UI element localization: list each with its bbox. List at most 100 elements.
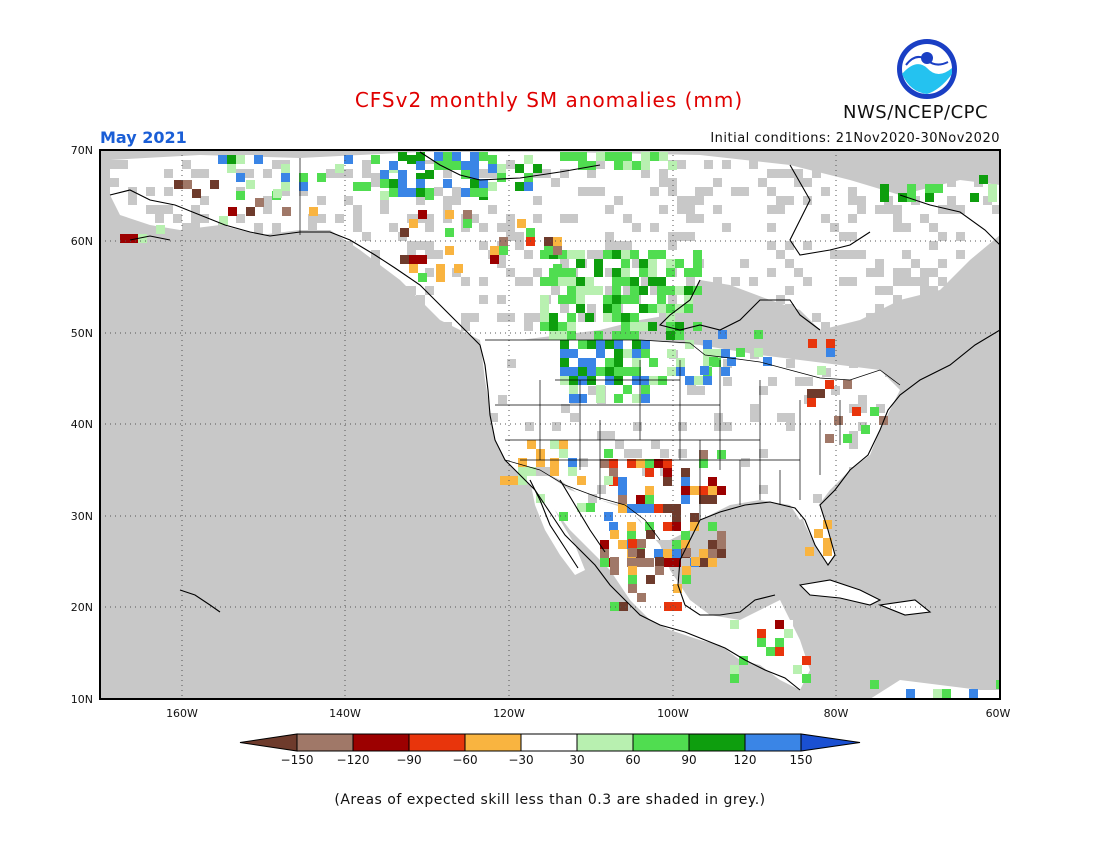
anomaly-cell <box>443 214 452 223</box>
anomaly-cell <box>632 367 641 376</box>
anomaly-cell <box>524 182 533 191</box>
anomaly-cell <box>497 241 506 250</box>
anomaly-cell <box>317 196 326 205</box>
anomaly-cell <box>191 214 200 223</box>
anomaly-cell <box>933 689 942 698</box>
anomaly-cell <box>560 169 569 178</box>
anomaly-cell <box>668 295 677 304</box>
anomaly-cell <box>344 196 353 205</box>
anomaly-cell <box>621 277 630 286</box>
anomaly-cell <box>579 458 588 467</box>
anomaly-cell <box>632 376 641 385</box>
color-legend: −150 −120 −90 −60 −30 30 60 90 120 150 <box>239 733 861 767</box>
anomaly-cell <box>695 187 704 196</box>
anomaly-cell <box>182 241 191 250</box>
anomaly-cell <box>703 367 712 376</box>
anomaly-cell <box>677 160 686 169</box>
political-borders <box>299 158 901 541</box>
anomaly-cell <box>597 386 606 395</box>
anomaly-cell <box>335 214 344 223</box>
anomaly-cell <box>793 665 802 674</box>
anomaly-cell <box>885 458 894 467</box>
anomaly-cell <box>830 250 839 259</box>
anomaly-cell <box>488 169 497 178</box>
anomaly-cell <box>400 228 409 237</box>
anomaly-cell <box>533 196 542 205</box>
anomaly-cell <box>875 268 884 277</box>
anomaly-cell <box>646 530 655 539</box>
anomaly-cell <box>191 250 200 259</box>
anomaly-cell <box>703 358 712 367</box>
anomaly-cell <box>527 467 536 476</box>
anomaly-cell <box>983 268 992 277</box>
anomaly-cell <box>884 286 893 295</box>
anomaly-cell <box>553 237 562 246</box>
anomaly-cell <box>767 268 776 277</box>
anomaly-cell <box>686 205 695 214</box>
anomaly-cell <box>911 322 920 331</box>
anomaly-cell <box>281 173 290 182</box>
anomaly-cell <box>970 193 979 202</box>
anomaly-cell <box>500 476 509 485</box>
anomaly-cell <box>443 160 452 169</box>
anomaly-cell <box>686 277 695 286</box>
anomaly-cell <box>920 268 929 277</box>
anomaly-cell <box>558 268 567 277</box>
anomaly-cell <box>569 268 578 277</box>
anomaly-cell <box>657 277 666 286</box>
anomaly-cell <box>956 286 965 295</box>
anomaly-cell <box>682 548 691 557</box>
anomaly-cell <box>693 268 702 277</box>
anomaly-cell <box>803 241 812 250</box>
anomaly-cell <box>344 169 353 178</box>
anomaly-cell <box>630 322 639 331</box>
anomaly-cell <box>749 160 758 169</box>
anomaly-cell <box>628 575 637 584</box>
anomaly-cell <box>164 205 173 214</box>
anomaly-cell <box>218 182 227 191</box>
anomaly-cell <box>920 313 929 322</box>
anomaly-cell <box>407 286 416 295</box>
anomaly-cell <box>641 169 650 178</box>
anomaly-cell <box>416 188 425 197</box>
anomaly-cell <box>200 214 209 223</box>
anomaly-cell <box>666 268 675 277</box>
anomaly-cell <box>585 277 594 286</box>
anomaly-cell <box>443 322 452 331</box>
anomaly-cell <box>618 486 627 495</box>
anomaly-cell <box>861 425 870 434</box>
anomaly-cell <box>612 313 621 322</box>
anomaly-cell <box>654 504 663 513</box>
anomaly-cell <box>776 169 785 178</box>
anomaly-cell <box>227 155 236 164</box>
anomaly-cell <box>630 313 639 322</box>
anomaly-cell <box>436 273 445 282</box>
anomaly-cell <box>362 232 371 241</box>
anomaly-cell <box>371 250 380 259</box>
anomaly-cell <box>675 322 684 331</box>
anomaly-cell <box>672 558 681 567</box>
anomaly-cell <box>227 322 236 331</box>
anomaly-cell <box>776 196 785 205</box>
anomaly-cell <box>317 277 326 286</box>
anomaly-cell <box>434 152 443 161</box>
anomaly-cell <box>596 349 605 358</box>
anomaly-cell <box>630 277 639 286</box>
anomaly-cell <box>767 187 776 196</box>
anomaly-cell <box>648 268 657 277</box>
anomaly-cell <box>568 467 577 476</box>
anomaly-cell <box>380 295 389 304</box>
anomaly-cell <box>227 241 236 250</box>
anomaly-cell <box>119 160 128 169</box>
anomaly-cell <box>754 348 763 357</box>
anomaly-cell <box>515 182 524 191</box>
anomaly-cell <box>461 182 470 191</box>
anomaly-cell <box>497 223 506 232</box>
anomaly-cell <box>416 161 425 170</box>
anomaly-cell <box>567 313 576 322</box>
anomaly-cell <box>470 161 479 170</box>
anomaly-cell <box>470 152 479 161</box>
anomaly-cell <box>461 188 470 197</box>
anomaly-cell <box>691 557 700 566</box>
anomaly-cell <box>434 155 443 164</box>
